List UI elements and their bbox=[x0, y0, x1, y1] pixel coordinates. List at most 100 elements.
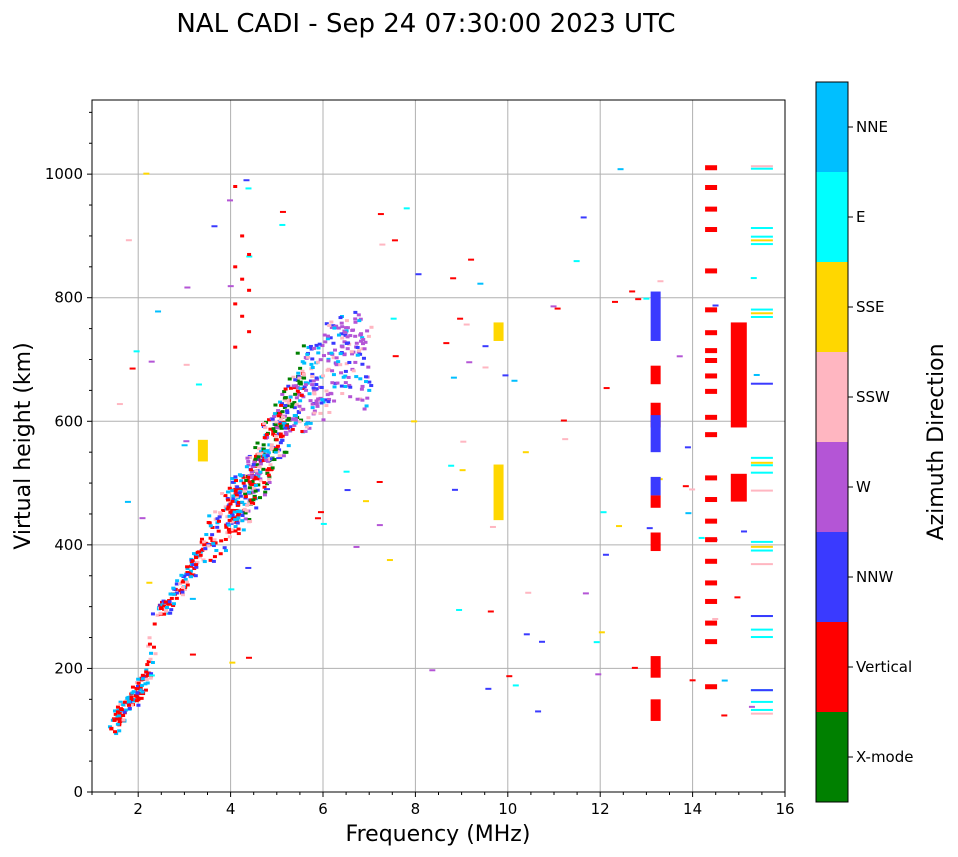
data-point bbox=[147, 636, 152, 640]
data-point bbox=[267, 477, 272, 481]
data-point bbox=[328, 336, 333, 340]
data-point bbox=[603, 387, 610, 390]
colorbar-segment bbox=[816, 442, 848, 532]
data-point bbox=[202, 540, 207, 544]
y-tick-label: 800 bbox=[54, 289, 83, 307]
data-point bbox=[750, 277, 757, 280]
data-point bbox=[278, 441, 283, 445]
data-point bbox=[280, 392, 285, 396]
data-point bbox=[293, 392, 298, 396]
data-point bbox=[228, 502, 233, 506]
echo-dash bbox=[705, 268, 718, 274]
data-point bbox=[238, 489, 243, 493]
echo-bar bbox=[650, 476, 661, 496]
data-point bbox=[311, 346, 316, 350]
data-point bbox=[305, 421, 310, 425]
echo-dash bbox=[750, 227, 773, 230]
echo-dash bbox=[705, 388, 718, 394]
data-point bbox=[327, 410, 332, 414]
colorbar-segment bbox=[816, 622, 848, 712]
echo-bar bbox=[650, 365, 661, 385]
data-point bbox=[261, 443, 266, 447]
data-point bbox=[250, 482, 255, 486]
data-point bbox=[245, 456, 250, 460]
y-tick-label: 1000 bbox=[45, 165, 83, 183]
data-point bbox=[248, 456, 253, 460]
data-point bbox=[283, 426, 288, 430]
data-point bbox=[331, 373, 336, 377]
data-point bbox=[183, 578, 188, 582]
data-point bbox=[297, 420, 302, 424]
colorbar-label: W bbox=[856, 478, 871, 496]
data-point bbox=[324, 404, 329, 408]
data-point bbox=[256, 483, 261, 487]
data-point bbox=[231, 496, 236, 500]
data-point bbox=[386, 559, 393, 562]
x-tick-label: 12 bbox=[591, 800, 610, 818]
data-point bbox=[277, 411, 282, 415]
echo-bar bbox=[197, 439, 208, 462]
data-point bbox=[353, 360, 358, 364]
data-point bbox=[308, 399, 313, 403]
data-point bbox=[298, 382, 303, 386]
data-point bbox=[429, 669, 436, 672]
data-point bbox=[296, 411, 301, 415]
echo-dash bbox=[705, 497, 718, 503]
data-point bbox=[258, 479, 263, 483]
data-point bbox=[312, 388, 317, 392]
data-point bbox=[293, 414, 298, 418]
data-point bbox=[250, 470, 255, 474]
data-point bbox=[560, 419, 567, 422]
echo-dash bbox=[750, 700, 773, 703]
data-point bbox=[310, 375, 315, 379]
data-point bbox=[253, 457, 258, 461]
data-point bbox=[116, 403, 123, 406]
colorbar-segment bbox=[816, 712, 848, 802]
data-point bbox=[320, 398, 325, 402]
data-point bbox=[231, 494, 236, 498]
data-point bbox=[279, 210, 286, 213]
data-point bbox=[312, 411, 317, 415]
data-point bbox=[344, 489, 351, 492]
data-point bbox=[139, 683, 144, 687]
data-point bbox=[262, 453, 267, 457]
echo-bar bbox=[650, 656, 661, 678]
data-point bbox=[218, 552, 223, 556]
data-point bbox=[132, 699, 137, 703]
data-point bbox=[345, 347, 350, 351]
data-point bbox=[247, 486, 252, 490]
echo-dash bbox=[705, 414, 718, 420]
data-point bbox=[321, 418, 326, 422]
data-point bbox=[291, 375, 296, 379]
data-point bbox=[312, 409, 317, 413]
data-point bbox=[257, 465, 262, 469]
data-point bbox=[141, 675, 146, 679]
data-point bbox=[364, 380, 369, 384]
data-point bbox=[148, 360, 155, 363]
data-point bbox=[356, 313, 361, 317]
data-point bbox=[273, 412, 278, 416]
data-point bbox=[332, 326, 337, 330]
data-point bbox=[295, 378, 300, 382]
data-point bbox=[210, 539, 215, 543]
data-point bbox=[330, 381, 335, 385]
data-point bbox=[168, 611, 173, 615]
data-point bbox=[293, 417, 298, 421]
data-point bbox=[348, 334, 353, 338]
data-point bbox=[244, 478, 249, 482]
data-point bbox=[236, 516, 241, 520]
data-point bbox=[281, 454, 286, 458]
data-point bbox=[698, 536, 705, 539]
data-point bbox=[116, 708, 121, 712]
data-point bbox=[272, 458, 277, 462]
data-point bbox=[122, 700, 127, 704]
data-point bbox=[246, 475, 251, 479]
data-point bbox=[270, 457, 275, 461]
data-point bbox=[185, 583, 190, 587]
data-point bbox=[685, 512, 692, 515]
data-point bbox=[171, 603, 176, 607]
data-point bbox=[288, 425, 293, 429]
data-point bbox=[343, 330, 348, 334]
data-point bbox=[326, 359, 331, 363]
data-point bbox=[285, 418, 290, 422]
